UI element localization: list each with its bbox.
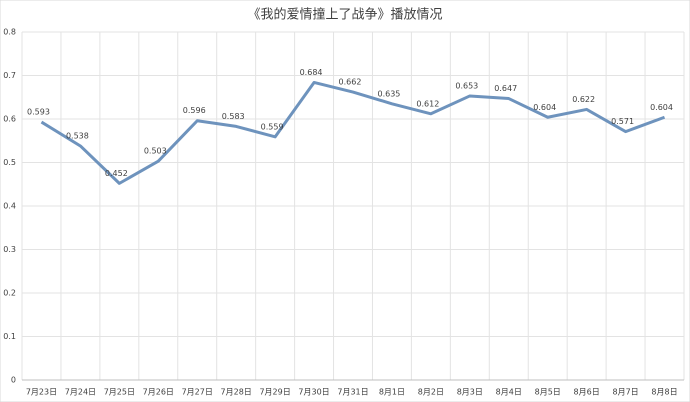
data-label: 0.684	[300, 68, 323, 77]
data-label: 0.662	[339, 78, 362, 87]
y-tick-label: 0	[11, 376, 16, 385]
y-tick-label: 0.2	[3, 289, 16, 298]
x-tick-label: 8月2日	[418, 388, 444, 397]
x-tick-label: 8月3日	[457, 388, 483, 397]
x-tick-label: 7月27日	[182, 388, 213, 397]
x-tick-label: 7月28日	[221, 388, 252, 397]
x-tick-label: 7月23日	[26, 388, 57, 397]
data-label: 0.596	[183, 106, 206, 115]
data-label: 0.647	[494, 84, 517, 93]
data-label: 0.503	[144, 147, 167, 156]
chart-title: 《我的爱情撞上了战争》播放情况	[247, 7, 442, 23]
data-label: 0.538	[66, 131, 89, 140]
data-label: 0.635	[377, 89, 400, 98]
data-label: 0.604	[533, 103, 556, 112]
x-tick-label: 8月8日	[651, 388, 677, 397]
y-tick-label: 0.1	[3, 332, 16, 341]
data-label: 0.452	[105, 169, 128, 178]
data-label: 0.593	[27, 108, 50, 117]
y-tick-label: 0.6	[3, 115, 16, 124]
y-tick-label: 0.5	[3, 158, 16, 167]
data-label: 0.559	[261, 122, 284, 131]
x-tick-label: 7月31日	[337, 388, 368, 397]
y-tick-label: 0.3	[3, 245, 16, 254]
x-tick-label: 8月1日	[379, 388, 405, 397]
x-tick-label: 7月26日	[143, 388, 174, 397]
x-tick-label: 8月7日	[612, 388, 638, 397]
data-label: 0.604	[650, 103, 673, 112]
x-tick-label: 8月5日	[535, 388, 561, 397]
x-tick-label: 7月30日	[298, 388, 329, 397]
x-tick-label: 8月6日	[574, 388, 600, 397]
y-tick-label: 0.4	[3, 202, 16, 211]
y-tick-label: 0.8	[3, 28, 16, 37]
y-tick-label: 0.7	[3, 71, 16, 80]
data-label: 0.612	[416, 99, 439, 108]
data-label: 0.653	[455, 81, 478, 90]
data-label: 0.622	[572, 95, 595, 104]
data-label: 0.583	[222, 112, 245, 121]
x-tick-label: 7月25日	[104, 388, 135, 397]
x-tick-label: 8月4日	[496, 388, 522, 397]
series-line	[40, 80, 666, 185]
data-label: 0.571	[611, 117, 634, 126]
x-tick-label: 7月24日	[65, 388, 96, 397]
x-tick-label: 7月29日	[259, 388, 290, 397]
